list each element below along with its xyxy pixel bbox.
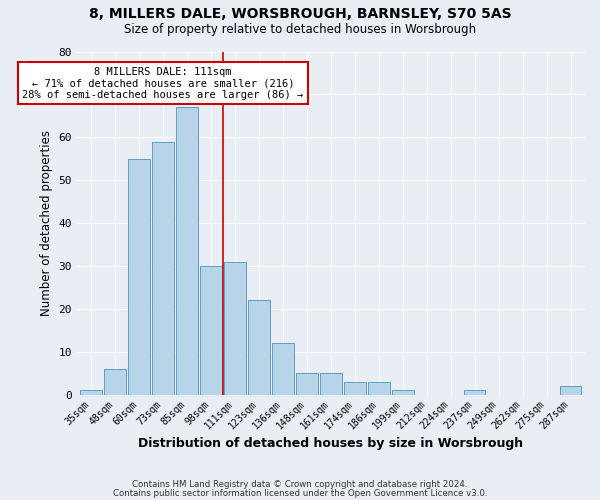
Text: 8, MILLERS DALE, WORSBROUGH, BARNSLEY, S70 5AS: 8, MILLERS DALE, WORSBROUGH, BARNSLEY, S… (89, 8, 511, 22)
Bar (224, 262, 246, 394)
Bar (344, 382, 365, 394)
Bar (320, 373, 341, 394)
Bar (176, 108, 198, 395)
Bar (104, 369, 126, 394)
Text: Size of property relative to detached houses in Worsbrough: Size of property relative to detached ho… (124, 22, 476, 36)
Bar (296, 373, 317, 394)
Bar (80, 390, 102, 394)
Bar (152, 142, 174, 394)
Bar (272, 343, 293, 394)
Bar (248, 300, 269, 394)
Y-axis label: Number of detached properties: Number of detached properties (40, 130, 53, 316)
Bar (200, 266, 222, 394)
Bar (128, 158, 150, 394)
Bar (392, 390, 413, 394)
Text: Contains public sector information licensed under the Open Government Licence v3: Contains public sector information licen… (113, 488, 487, 498)
Bar (560, 386, 581, 394)
X-axis label: Distribution of detached houses by size in Worsbrough: Distribution of detached houses by size … (138, 437, 523, 450)
Text: 8 MILLERS DALE: 111sqm
← 71% of detached houses are smaller (216)
28% of semi-de: 8 MILLERS DALE: 111sqm ← 71% of detached… (22, 66, 304, 100)
Bar (464, 390, 485, 394)
Bar (368, 382, 389, 394)
Text: Contains HM Land Registry data © Crown copyright and database right 2024.: Contains HM Land Registry data © Crown c… (132, 480, 468, 489)
